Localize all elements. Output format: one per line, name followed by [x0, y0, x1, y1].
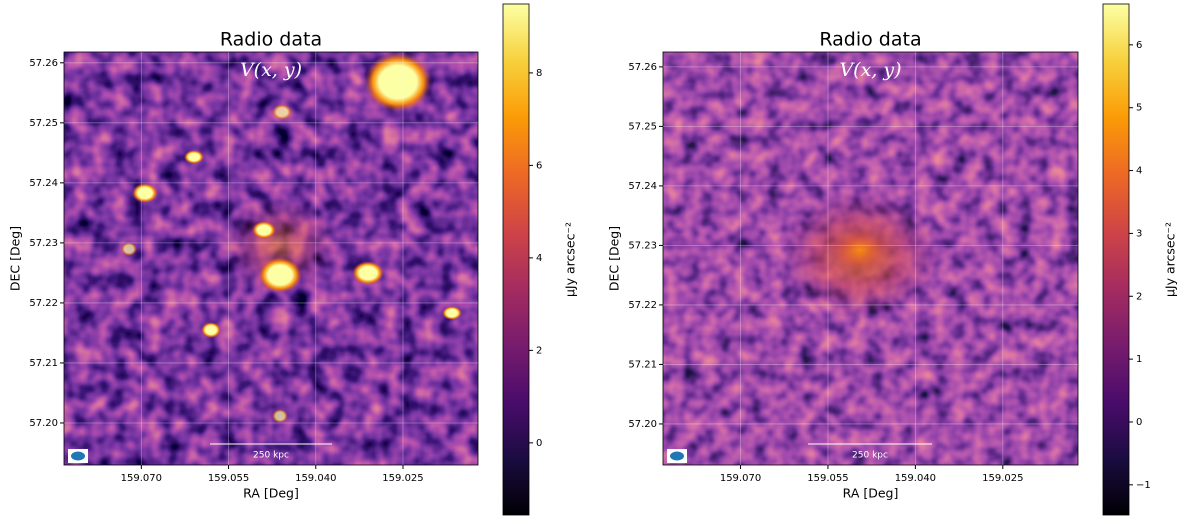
colorbar — [502, 3, 530, 516]
colorbar-label: μJy arcsec⁻² — [563, 222, 578, 297]
y-tick-label: 57.22 — [29, 298, 58, 309]
y-axis-label: DEC [Deg] — [8, 226, 23, 291]
y-axis-label: DEC [Deg] — [607, 226, 622, 291]
colorbar — [1102, 3, 1130, 516]
y-tick-label: 57.20 — [29, 418, 58, 429]
plot-frame — [662, 51, 1079, 466]
colorbar-tick-label: −1 — [1136, 480, 1151, 491]
colorbar-tick-label: 8 — [536, 68, 542, 79]
y-tick-label: 57.26 — [29, 58, 58, 69]
y-tick-label: 57.22 — [628, 300, 657, 311]
colorbar-tick-label: 4 — [1136, 166, 1142, 177]
colorbar-tick-label: 0 — [1136, 417, 1142, 428]
beam — [670, 451, 684, 461]
x-tick-label: 159.025 — [382, 473, 423, 484]
x-tick-label: 159.055 — [208, 473, 249, 484]
x-axis-label: RA [Deg] — [843, 486, 899, 501]
colorbar-tick-label: 2 — [1136, 291, 1142, 302]
x-tick-label: 159.070 — [121, 473, 162, 484]
x-tick-label: 159.070 — [720, 473, 761, 484]
x-tick-label: 159.040 — [895, 473, 936, 484]
colorbar-tick-label: 6 — [536, 160, 542, 171]
image-right — [663, 52, 1078, 465]
x-tick-label: 159.025 — [982, 473, 1023, 484]
colorbar-label: μJy arcsec⁻² — [1163, 222, 1178, 297]
image-left — [64, 52, 478, 465]
chart-title: Radio data — [220, 29, 322, 51]
colorbar-tick-label: 6 — [1136, 40, 1142, 51]
y-tick-label: 57.20 — [628, 419, 657, 430]
colorbar-tick-label: 5 — [1136, 103, 1142, 114]
y-tick-label: 57.24 — [29, 178, 58, 189]
annotation: V(x, y) — [240, 59, 302, 81]
colorbar-tick-label: 4 — [536, 253, 542, 264]
x-axis-label: RA [Deg] — [243, 486, 299, 501]
colorbar-tick-label: 3 — [1136, 228, 1142, 239]
scale-bar-label: 250 kpc — [852, 451, 888, 461]
y-tick-label: 57.26 — [628, 62, 657, 73]
plot-frame — [63, 51, 479, 466]
scale-bar-label: 250 kpc — [253, 451, 289, 461]
beam — [71, 451, 85, 461]
x-tick-label: 159.040 — [295, 473, 336, 484]
y-tick-label: 57.25 — [29, 118, 58, 129]
colorbar-tick-label: 1 — [1136, 354, 1142, 365]
y-tick-label: 57.24 — [628, 181, 657, 192]
y-tick-label: 57.21 — [29, 358, 58, 369]
chart-title: Radio data — [819, 29, 921, 51]
y-tick-label: 57.23 — [628, 240, 657, 251]
y-tick-label: 57.25 — [628, 121, 657, 132]
annotation: V(x, y) — [839, 59, 901, 81]
colorbar-tick-label: 2 — [536, 345, 542, 356]
y-tick-label: 57.21 — [628, 359, 657, 370]
y-tick-label: 57.23 — [29, 238, 58, 249]
x-tick-label: 159.055 — [807, 473, 848, 484]
colorbar-tick-label: 0 — [536, 438, 542, 449]
